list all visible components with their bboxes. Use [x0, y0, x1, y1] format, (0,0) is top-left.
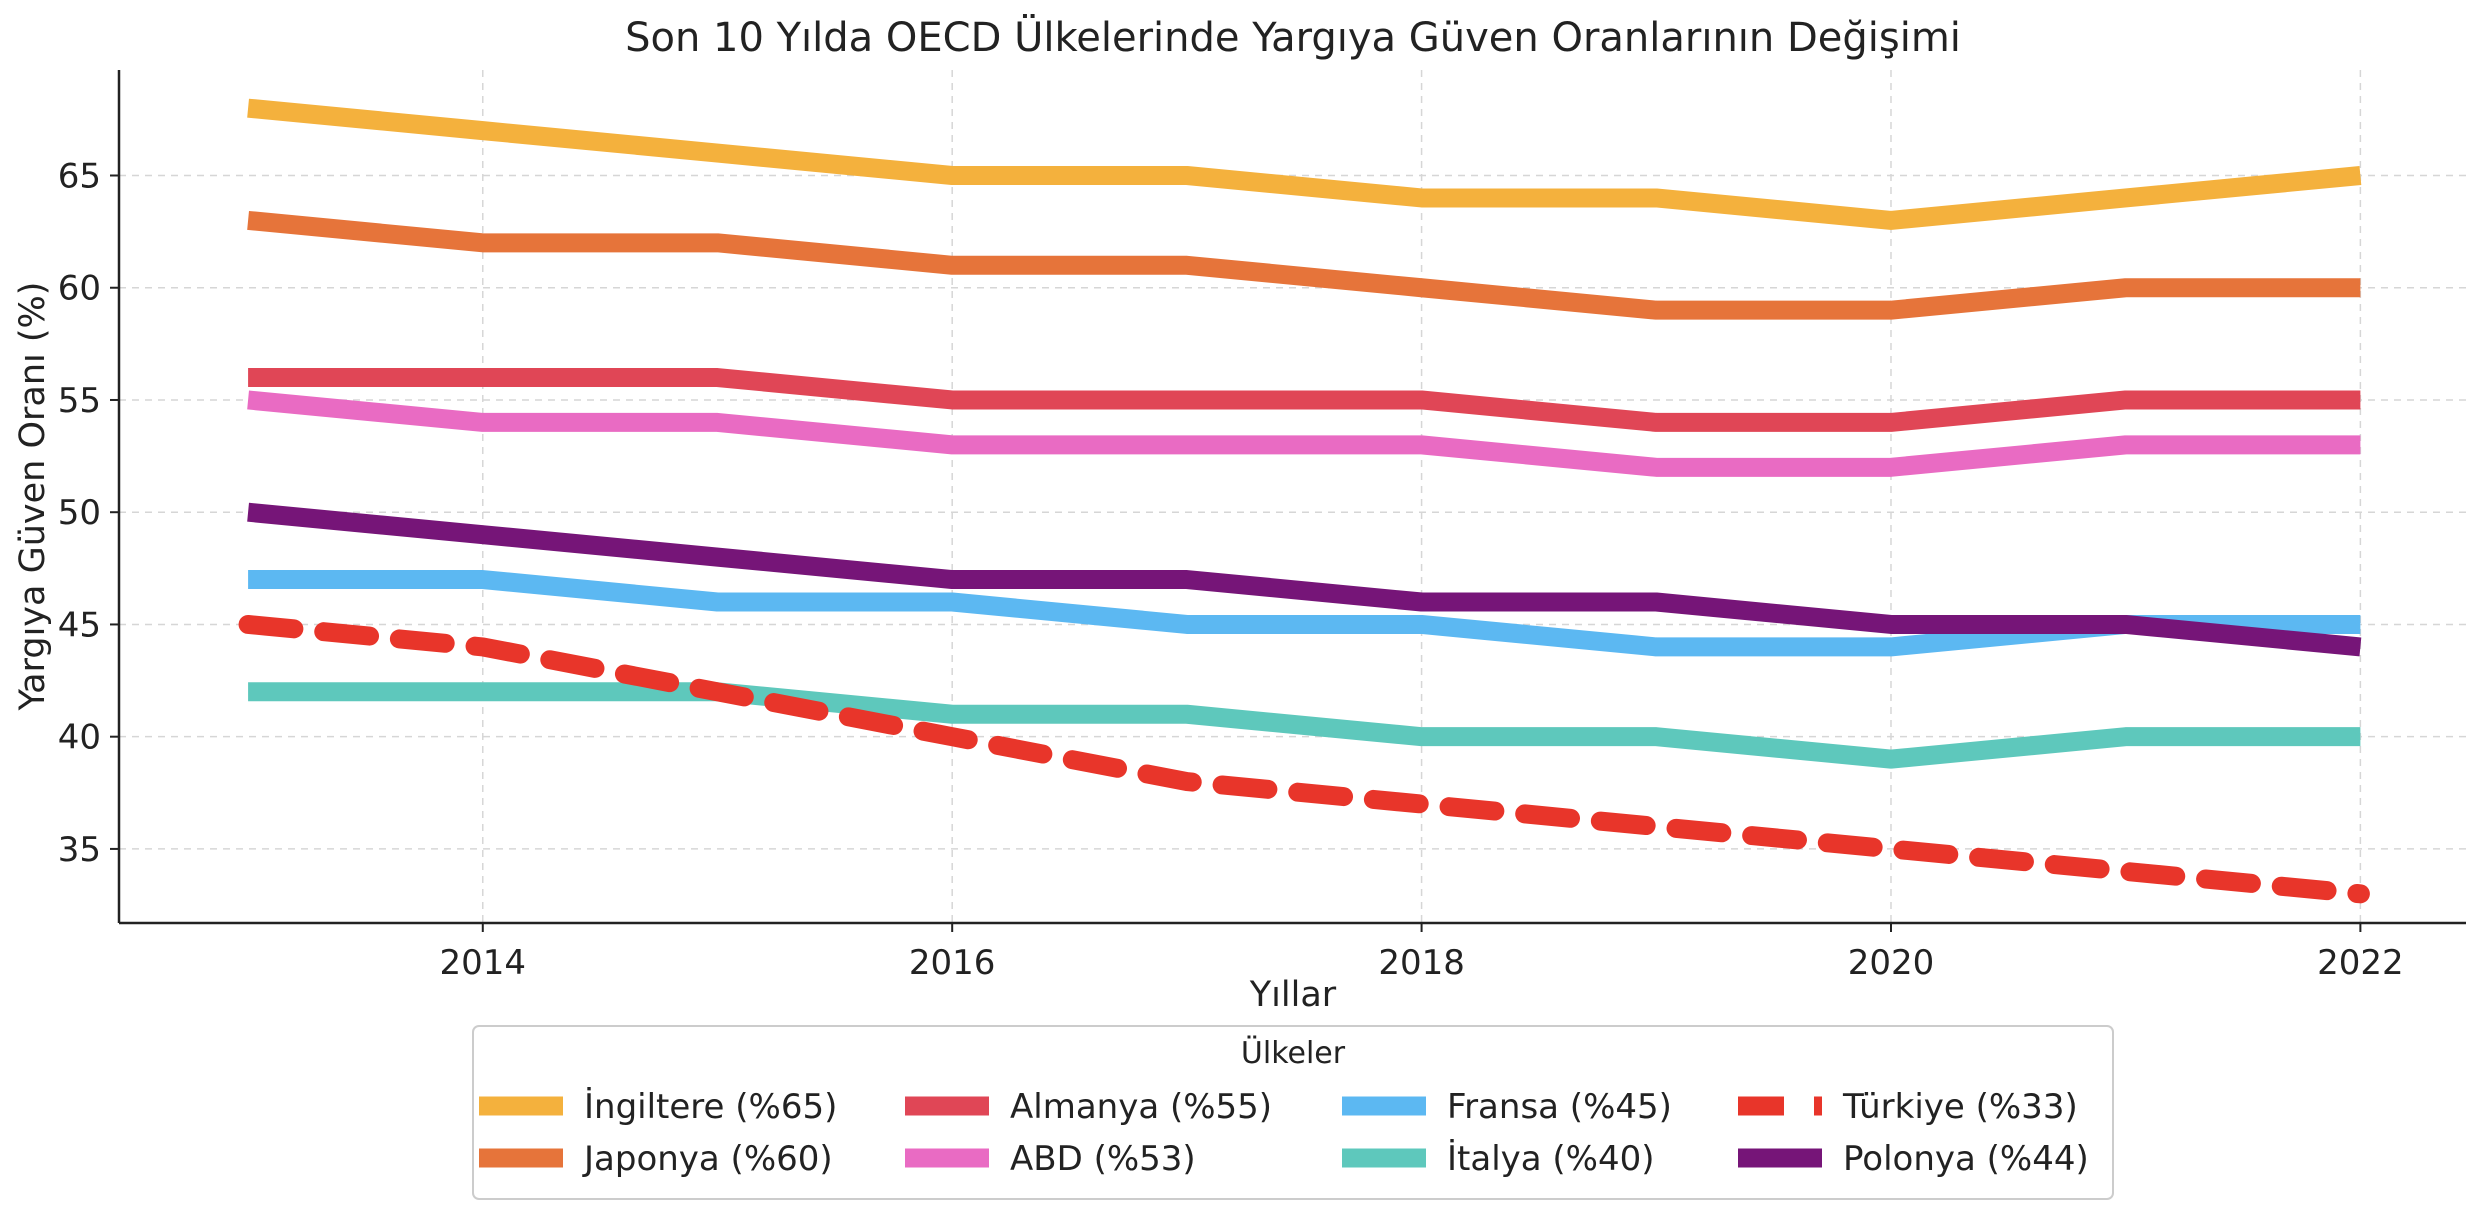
- legend-label-0: İngiltere (%65): [584, 1087, 837, 1127]
- x-tick-label: 2018: [1378, 943, 1465, 983]
- y-tick-label: 65: [58, 157, 101, 197]
- legend-frame: [472, 1025, 2114, 1200]
- legend-title: Ülkeler: [1241, 1035, 1346, 1071]
- chart-title: Son 10 Yılda OECD Ülkelerinde Yargıya Gü…: [625, 13, 1961, 61]
- legend-label-2: Almanya (%55): [1010, 1087, 1272, 1127]
- series-line-6: [238, 614, 2370, 904]
- legend-label-1: Japonya (%60): [582, 1139, 833, 1179]
- x-tick-label: 2016: [909, 943, 996, 983]
- legend-label-7: Polonya (%44): [1843, 1139, 2089, 1179]
- axis-ticks: 2014 2016 2018 2020 2022 35 40 45 50 55 60 65: [58, 157, 2404, 983]
- y-axis-label: Yargıya Güven Oranı (%): [13, 282, 53, 712]
- y-tick-label: 50: [58, 493, 101, 533]
- series-line-2: [248, 368, 2361, 432]
- series-line-0: [247, 98, 2362, 230]
- series-lines: [238, 98, 2370, 904]
- legend-label-4: Fransa (%45): [1447, 1087, 1672, 1127]
- legend-label-6: Türkiye (%33): [1842, 1087, 2078, 1127]
- legend-label-3: ABD (%53): [1010, 1139, 1196, 1179]
- legend-label-5: İtalya (%40): [1447, 1139, 1655, 1179]
- series-line-4: [248, 570, 2361, 657]
- x-axis-label: Yıllar: [1249, 975, 1337, 1015]
- x-tick-label: 2020: [1848, 943, 1935, 983]
- y-tick-label: 55: [58, 381, 101, 421]
- y-tick-label: 35: [58, 830, 101, 870]
- y-tick-label: 40: [58, 718, 101, 758]
- y-tick-label: 60: [58, 269, 101, 309]
- x-tick-label: 2014: [440, 943, 527, 983]
- series-line-1: [247, 210, 2361, 320]
- legend-items: İngiltere (%65) Japonya (%60) Almanya (%55…: [479, 1087, 2089, 1179]
- x-tick-label: 2022: [2317, 943, 2404, 983]
- legend: Ülkeler İngiltere (%65) Japonya (%60) Alma…: [472, 1025, 2114, 1200]
- series-line-3: [247, 390, 2361, 477]
- axes: [117, 70, 2466, 925]
- series-line-5: [248, 682, 2361, 769]
- series-line-7: [247, 502, 2362, 657]
- y-tick-label: 45: [58, 605, 101, 645]
